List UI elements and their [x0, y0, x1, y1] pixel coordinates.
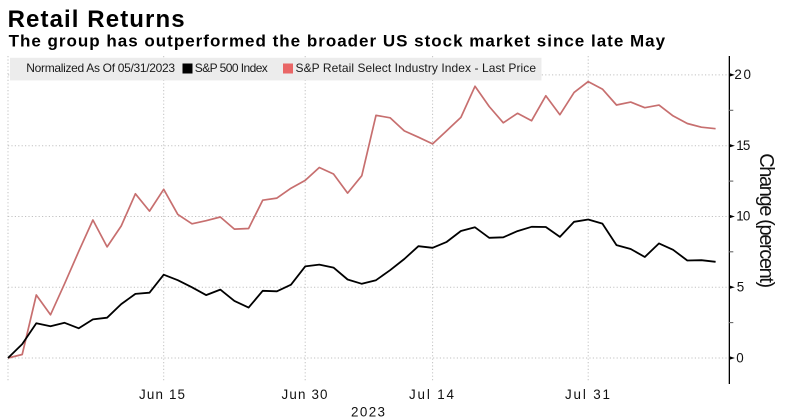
svg-text:The group has outperformed the: The group has outperformed the broader U… [9, 31, 666, 50]
svg-text:Retail Returns: Retail Returns [8, 6, 185, 33]
svg-text:5: 5 [737, 280, 744, 295]
svg-text:15: 15 [736, 138, 750, 153]
svg-text:Jul 31: Jul 31 [565, 387, 610, 402]
svg-text:0: 0 [736, 350, 743, 365]
svg-text:S&P 500 Index: S&P 500 Index [195, 61, 268, 75]
svg-text:2023: 2023 [351, 405, 385, 420]
svg-text:Jun 30: Jun 30 [282, 387, 328, 402]
svg-text:Change (percent): Change (percent) [755, 153, 777, 288]
svg-text:Jul 14: Jul 14 [409, 387, 455, 402]
svg-text:Normalized As Of 05/31/2023: Normalized As Of 05/31/2023 [26, 61, 175, 75]
svg-text:Jun 15: Jun 15 [139, 387, 185, 402]
svg-text:20: 20 [734, 67, 751, 82]
svg-text:S&P Retail Select Industry Ind: S&P Retail Select Industry Index - Last … [296, 61, 537, 75]
svg-text:10: 10 [736, 209, 750, 224]
